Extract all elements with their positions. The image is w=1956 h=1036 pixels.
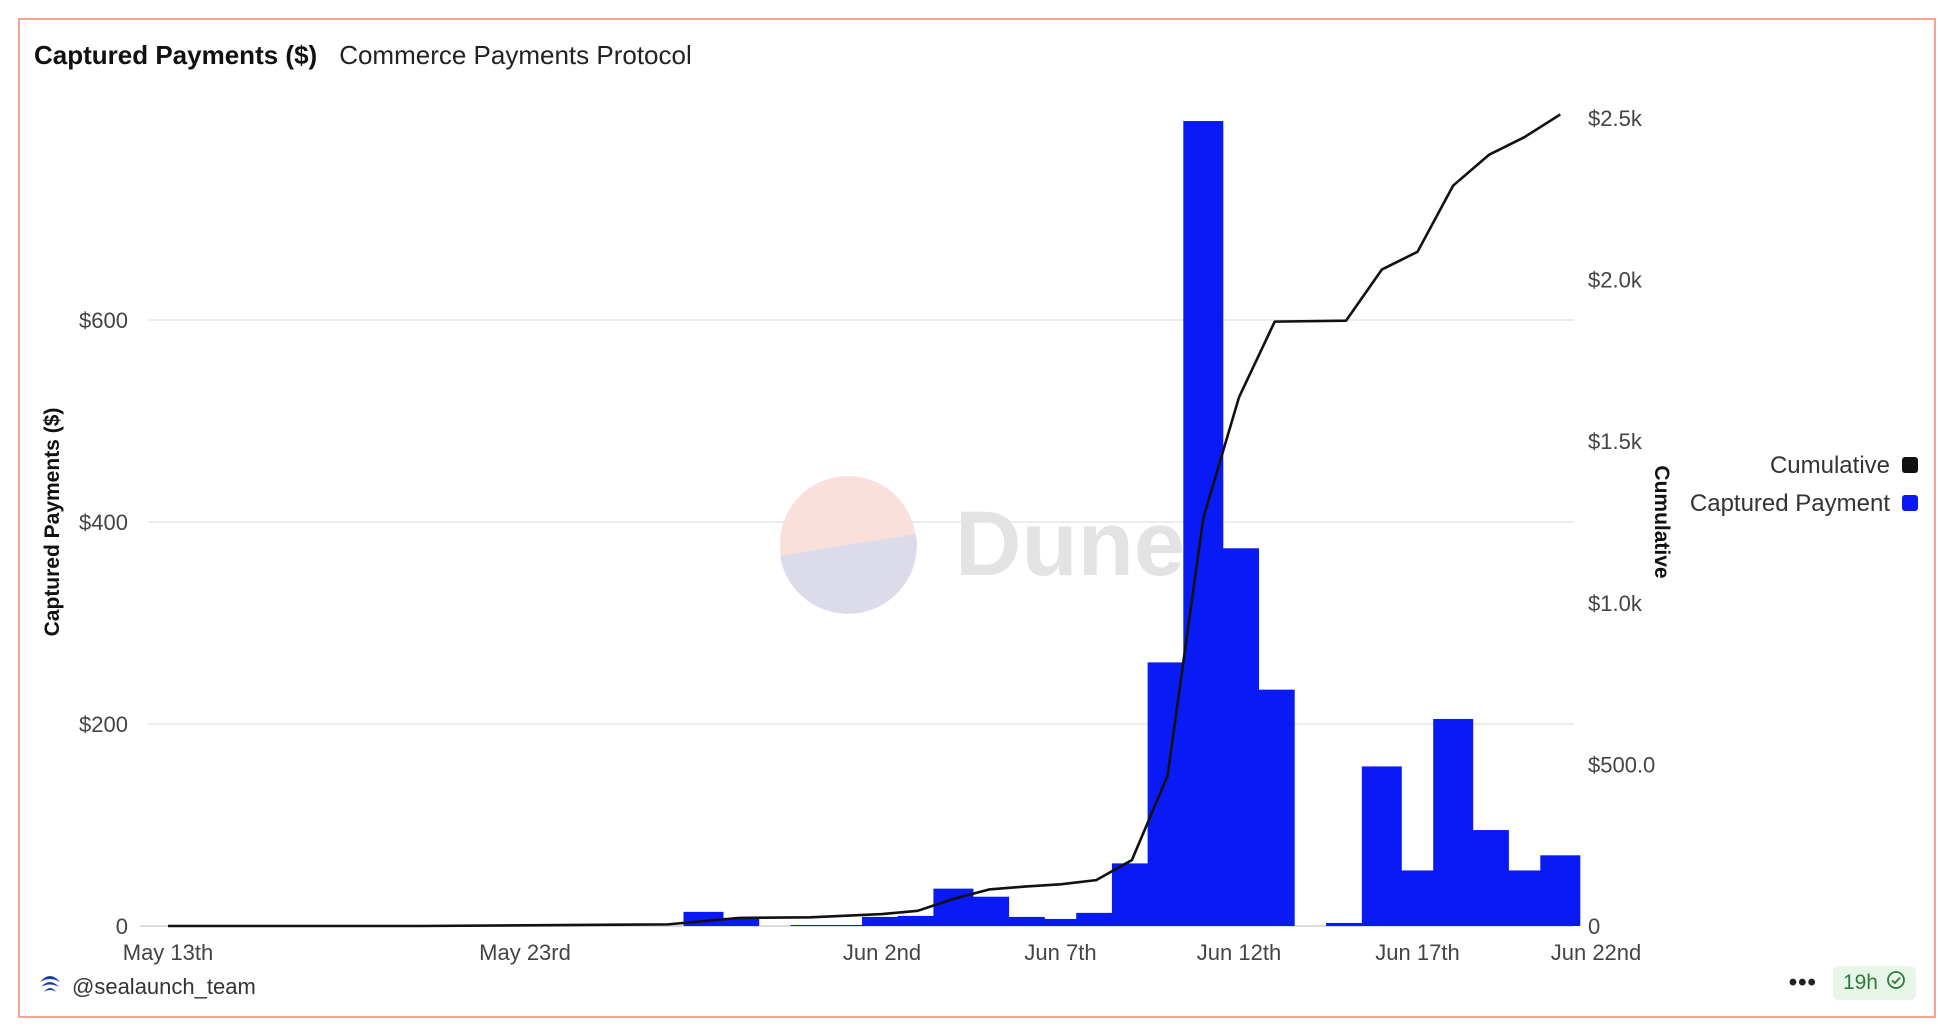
dune-watermark-text: Dune <box>955 493 1185 595</box>
check-circle-icon <box>1886 970 1906 996</box>
x-tick-label: Jun 2nd <box>843 940 921 965</box>
legend-label: Captured Payment <box>1690 490 1890 517</box>
captured-payment-bar <box>1076 912 1117 926</box>
cumulative-line <box>168 113 1561 928</box>
y2-tick-label: $2.0k <box>1588 268 1643 293</box>
x-tick-label: Jun 22nd <box>1551 940 1642 965</box>
chart-title: Captured Payments ($) <box>34 40 318 70</box>
captured-payment-bar <box>862 916 902 926</box>
x-tick-label: May 13th <box>123 940 214 965</box>
y-tick-label: $200 <box>79 712 128 737</box>
captured-payment-bar <box>1504 870 1545 926</box>
captured-payment-bar <box>897 915 938 926</box>
captured-payment-bar <box>1397 870 1438 926</box>
captured-payment-bar <box>719 917 760 926</box>
footer-actions: ••• 19h <box>1789 966 1916 1000</box>
captured-payment-bar <box>1254 689 1295 926</box>
y-tick-label: $600 <box>79 308 128 333</box>
author-link[interactable]: @sealaunch_team <box>38 972 256 1002</box>
captured-payment-bar <box>1147 662 1188 926</box>
x-tick-label: Jun 7th <box>1024 940 1096 965</box>
captured-payment-bar <box>1040 918 1081 926</box>
y2-tick-label: $2.5k <box>1588 106 1643 131</box>
y2-tick-label: 0 <box>1588 914 1600 939</box>
captured-payment-bar <box>1468 830 1509 926</box>
y-tick-label: 0 <box>116 914 128 939</box>
captured-payment-bar <box>1219 548 1259 926</box>
captured-payment-bar <box>1326 922 1367 926</box>
freshness-badge: 19h <box>1832 966 1916 1000</box>
captured-payment-bar <box>1540 855 1581 926</box>
legend-label: Cumulative <box>1770 452 1890 479</box>
y2-tick-label: $500.0 <box>1588 752 1655 777</box>
captured-payment-bar <box>790 924 831 926</box>
more-options-button[interactable]: ••• <box>1788 969 1817 996</box>
y-tick-label: $400 <box>79 510 128 535</box>
captured-payment-bar <box>826 924 867 926</box>
author-name: @sealaunch_team <box>72 974 256 999</box>
y2-tick-label: $1.0k <box>1588 591 1643 616</box>
captured-payment-bar <box>1004 916 1045 926</box>
y2-axis-title: Cumulative <box>1650 465 1673 578</box>
y-axis-title: Captured Payments ($) <box>41 408 64 637</box>
legend-swatch <box>1902 457 1918 473</box>
captured-payment-bar <box>969 896 1010 926</box>
chart-subtitle: Commerce Payments Protocol <box>339 40 692 70</box>
x-tick-label: Jun 12th <box>1197 940 1281 965</box>
x-tick-label: May 23rd <box>479 940 571 965</box>
chart-card <box>18 18 1936 1018</box>
chart-header: Captured Payments ($) Commerce Payments … <box>34 40 692 71</box>
y2-tick-label: $1.5k <box>1588 429 1643 454</box>
captured-payment-bar <box>1433 718 1474 926</box>
captured-payment-bar <box>1111 863 1152 926</box>
freshness-age: 19h <box>1842 971 1878 994</box>
captured-payment-bar <box>1361 766 1402 926</box>
x-tick-label: Jun 17th <box>1375 940 1459 965</box>
dune-watermark-logo <box>780 476 917 614</box>
sealaunch-logo-icon <box>38 972 62 1002</box>
legend-swatch <box>1902 495 1918 511</box>
